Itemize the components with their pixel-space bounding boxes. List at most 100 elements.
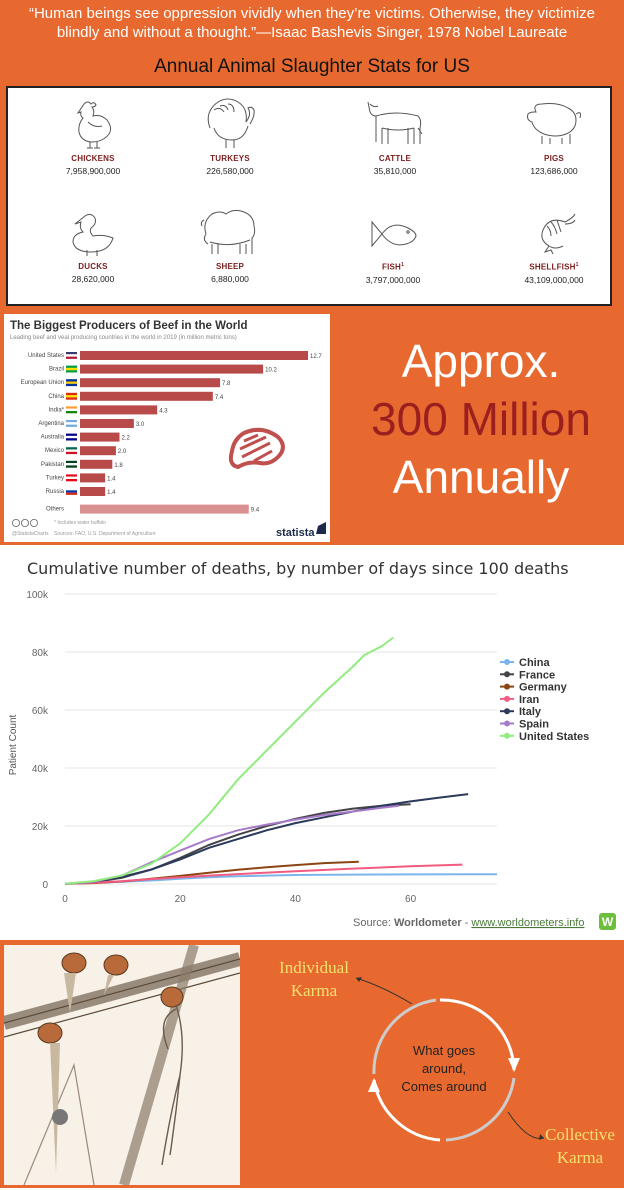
beef-bar-value: 1.8 <box>114 463 123 469</box>
beef-category-label: China <box>48 394 64 400</box>
beef-bar <box>80 473 106 483</box>
source-name: Worldometer <box>394 917 462 929</box>
statista-handle: @StatistaCharts <box>12 531 49 537</box>
y-tick-label: 40k <box>32 764 49 775</box>
series-line-iran <box>64 863 463 885</box>
buckets-illustration <box>2 943 242 1187</box>
flag-icon <box>66 381 77 384</box>
legend-label: Spain <box>519 719 549 731</box>
flag-icon <box>66 492 77 495</box>
beef-bar <box>80 419 134 428</box>
flag-icon <box>66 392 77 396</box>
animal-card-sheep: SHEEP 6,880,000 <box>155 206 305 284</box>
beef-category-label: European Union <box>21 380 64 386</box>
flag-icon <box>66 460 77 464</box>
legend-marker <box>504 720 510 727</box>
quote-line-2: blindly and without a thought.”—Isaac Ba… <box>56 24 568 41</box>
animal-card-pigs: PIGS 123,686,000 <box>479 98 624 176</box>
legend-marker <box>504 671 510 678</box>
flag-icon <box>66 438 77 441</box>
flag-icon <box>66 406 77 409</box>
beef-bar-value: 7.8 <box>222 381 231 387</box>
animal-card-shellfish: SHELLFISH1 43,109,000,000 <box>479 212 624 285</box>
approx-annually-callout: Approx. 300 Million Annually <box>336 332 624 506</box>
beef-category-label: United States <box>28 353 64 359</box>
x-tick-label: 60 <box>405 894 417 905</box>
flag-icon <box>66 365 77 368</box>
pig-icon <box>527 103 581 144</box>
footnote-mark: 1 <box>401 262 404 268</box>
flag-icon <box>66 383 77 387</box>
animal-card-cattle: CATTLE 35,810,000 <box>320 98 470 176</box>
beef-category-label: Mexico <box>45 448 65 454</box>
x-tick-label: 0 <box>62 894 68 905</box>
flag-icon <box>66 463 77 466</box>
flag-icon <box>66 435 77 439</box>
beef-bars-group: United States 12.7 Brazil 10.2 European Unio… <box>21 351 322 514</box>
animal-name: SHELLFISH1 <box>479 262 624 272</box>
cycle-arrow-top <box>439 998 516 1071</box>
animal-name: CHICKENS <box>71 154 115 163</box>
animal-count: 226,580,000 <box>206 166 254 176</box>
animal-count: 43,109,000,000 <box>524 274 584 285</box>
flag-icon <box>66 476 77 479</box>
deaths-line-chart: 0 20k 40k 60k 80k 100k 0 20 40 60 ChinaFranceGerm… <box>8 590 616 930</box>
animal-name-text: FISH <box>381 262 402 272</box>
beef-category-label: India* <box>49 407 65 413</box>
beef-bar <box>80 405 158 415</box>
animal-name: SHEEP <box>215 262 245 271</box>
flag-icon <box>66 474 77 477</box>
y-tick-label: 20k <box>32 822 49 833</box>
series-line-united-states <box>64 636 394 885</box>
flag-icon <box>66 490 77 493</box>
beef-bar-value: 4.3 <box>159 408 168 414</box>
beef-bar-value: 9.4 <box>251 508 260 514</box>
collective-karma-line-1: Collective <box>545 1125 615 1144</box>
y-tick-label: 80k <box>32 648 49 659</box>
legend-label: United States <box>519 731 589 743</box>
beef-footnote: * Includes water buffalo <box>54 520 106 526</box>
individual-karma-line-2: Karma <box>291 981 338 1000</box>
animal-count: 123,686,000 <box>530 166 578 176</box>
flag-icon <box>66 433 77 436</box>
y-tick-label: 0 <box>42 880 48 891</box>
karma-center-line-2: around, <box>422 1061 466 1076</box>
beef-bar <box>80 504 249 514</box>
x-tick-label: 20 <box>175 894 187 905</box>
flag-icon <box>66 479 77 482</box>
beef-bar-value: 1.4 <box>107 476 116 482</box>
beef-source: Sources: FAO, U.S. Department of Agricul… <box>54 531 156 537</box>
worldometer-logo-letter: W <box>602 915 614 929</box>
cc-license-icon <box>11 518 38 527</box>
animal-count: 7,958,900,000 <box>65 166 121 176</box>
x-tick-label: 40 <box>290 894 302 905</box>
y-tick-label: 60k <box>32 706 49 717</box>
shrimp-icon <box>541 213 576 255</box>
chicken-icon <box>76 101 112 149</box>
flag-icon <box>66 379 77 382</box>
beef-bar <box>80 351 308 360</box>
beef-bar-value: 7.4 <box>215 395 224 401</box>
animal-count: 35,810,000 <box>373 166 417 176</box>
series-line-spain <box>64 804 400 885</box>
animal-card-ducks: DUCKS 28,620,000 <box>18 212 168 284</box>
source-link[interactable]: www.worldometers.info <box>470 917 584 929</box>
beef-category-label: Argentina <box>38 421 64 427</box>
connector-arrow-head <box>356 977 362 982</box>
animal-count: 6,880,000 <box>211 274 249 284</box>
legend-label: China <box>519 657 550 669</box>
flag-icon <box>66 420 77 423</box>
legend-label: Iran <box>519 694 539 706</box>
approx-line-1: Approx. <box>401 335 561 387</box>
animal-name: TURKEYS <box>210 154 250 163</box>
beef-bar <box>80 432 120 442</box>
animal-stats-panel <box>6 86 612 306</box>
beef-bar <box>80 378 221 388</box>
quote-line-1: “Human beings see oppression vividly whe… <box>28 5 596 22</box>
flag-icon <box>66 465 77 468</box>
beef-category-label: Turkey <box>46 475 64 481</box>
grain-pile <box>52 1109 68 1125</box>
animal-name: FISH1 <box>318 262 468 272</box>
flag-icon <box>66 356 77 359</box>
